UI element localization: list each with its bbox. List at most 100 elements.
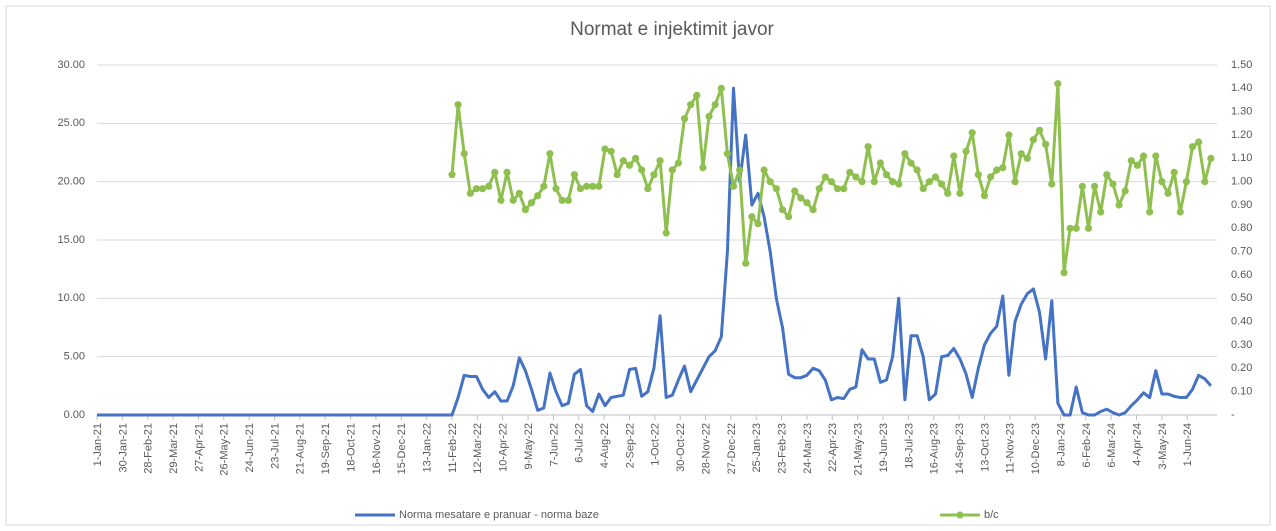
y-tick-label: 15.00 <box>57 234 85 246</box>
point <box>1029 136 1037 144</box>
point <box>656 157 664 165</box>
x-tick-label: 1-Jan-21 <box>92 423 104 466</box>
point <box>937 180 946 188</box>
x-tick-label: 2-Sep-22 <box>624 423 636 468</box>
y2-tick-label: 0.90 <box>1231 199 1252 211</box>
point <box>748 213 756 221</box>
point <box>993 166 1001 174</box>
point <box>760 166 768 174</box>
point <box>1097 208 1105 216</box>
point <box>1201 178 1209 186</box>
x-tick-label: 15-Dec-21 <box>396 423 408 474</box>
point <box>1133 161 1142 169</box>
point <box>576 185 585 193</box>
point <box>1066 224 1074 232</box>
point <box>772 185 780 193</box>
x-tick-label: 13-Jan-22 <box>422 423 434 473</box>
point <box>638 166 646 174</box>
point <box>840 185 848 193</box>
x-tick-label: 4-Apr-24 <box>1131 423 1143 466</box>
point <box>1170 168 1178 176</box>
y2-tick-label: 1.40 <box>1231 82 1252 94</box>
x-tick-label: 27-Apr-21 <box>193 423 205 472</box>
point <box>1078 182 1086 190</box>
point <box>950 152 958 160</box>
point <box>503 168 511 176</box>
y2-tick-label: 0.80 <box>1231 222 1252 234</box>
point <box>1195 138 1203 146</box>
point <box>852 173 860 181</box>
point <box>1054 80 1062 88</box>
y2-tick-label: - <box>1231 409 1235 421</box>
series-line <box>97 86 1213 417</box>
point <box>736 166 744 174</box>
point <box>1103 171 1111 179</box>
x-tick-label: 27-Dec-22 <box>726 423 738 474</box>
point <box>619 157 627 165</box>
point <box>1011 178 1019 186</box>
point <box>766 178 774 186</box>
x-tick-label: 3-May-24 <box>1157 423 1169 469</box>
point <box>901 150 909 158</box>
point <box>1207 154 1215 162</box>
point <box>687 101 695 109</box>
point <box>1017 150 1025 158</box>
point <box>515 189 523 197</box>
x-tick-label: 24-Jun-21 <box>244 423 256 473</box>
point <box>466 189 474 197</box>
point <box>876 159 884 167</box>
point <box>527 199 536 207</box>
point <box>778 206 787 214</box>
point <box>809 206 817 214</box>
legend-marker <box>956 511 964 519</box>
x-tick-label: 12-Mar-22 <box>472 423 484 474</box>
y2-tick-label: 1.30 <box>1231 106 1252 118</box>
x-tick-label: 24-Mar-23 <box>802 423 814 474</box>
point <box>1152 152 1160 160</box>
point <box>558 196 566 204</box>
point <box>1164 189 1172 197</box>
point <box>1139 152 1148 160</box>
chart-title: Normat e injektimit javor <box>570 19 774 40</box>
x-tick-label: 10-Dec-23 <box>1030 423 1042 474</box>
point <box>846 168 854 176</box>
x-tick-label: 21-May-23 <box>853 423 865 476</box>
legend-label: Norma mesatare e pranuar - norma baze <box>399 509 599 521</box>
point <box>870 178 878 186</box>
y2-tick-label: 1.20 <box>1231 129 1252 141</box>
point <box>980 192 989 200</box>
x-tick-label: 28-Feb-21 <box>143 423 155 474</box>
x-tick-label: 18-Oct-21 <box>345 423 357 472</box>
x-tick-label: 1-Oct-22 <box>650 423 662 466</box>
point <box>864 143 872 151</box>
y2-tick-label: 1.00 <box>1231 176 1252 188</box>
point <box>662 229 670 237</box>
point <box>1127 157 1135 165</box>
point <box>478 185 487 193</box>
point <box>680 115 689 123</box>
point <box>986 173 995 181</box>
point <box>1121 187 1129 195</box>
point <box>1060 269 1068 277</box>
x-tick-label: 23-Jul-21 <box>269 423 281 469</box>
x-tick-label: 7-Jun-22 <box>548 423 560 466</box>
point <box>1084 224 1093 232</box>
point <box>534 192 542 200</box>
point <box>521 206 530 214</box>
point <box>925 178 933 186</box>
x-tick-label: 16-Aug-23 <box>929 423 941 474</box>
x-tick-label: 13-Oct-23 <box>979 423 991 472</box>
y-tick-label: 5.00 <box>64 351 85 363</box>
point <box>552 185 560 193</box>
point <box>631 154 640 162</box>
point <box>711 101 719 109</box>
point <box>815 185 823 193</box>
y2-tick-label: 0.60 <box>1231 269 1252 281</box>
point <box>729 182 738 190</box>
point <box>650 171 658 179</box>
point <box>797 194 805 202</box>
point <box>485 182 493 190</box>
point <box>833 185 842 193</box>
y-tick-label: 20.00 <box>57 176 85 188</box>
